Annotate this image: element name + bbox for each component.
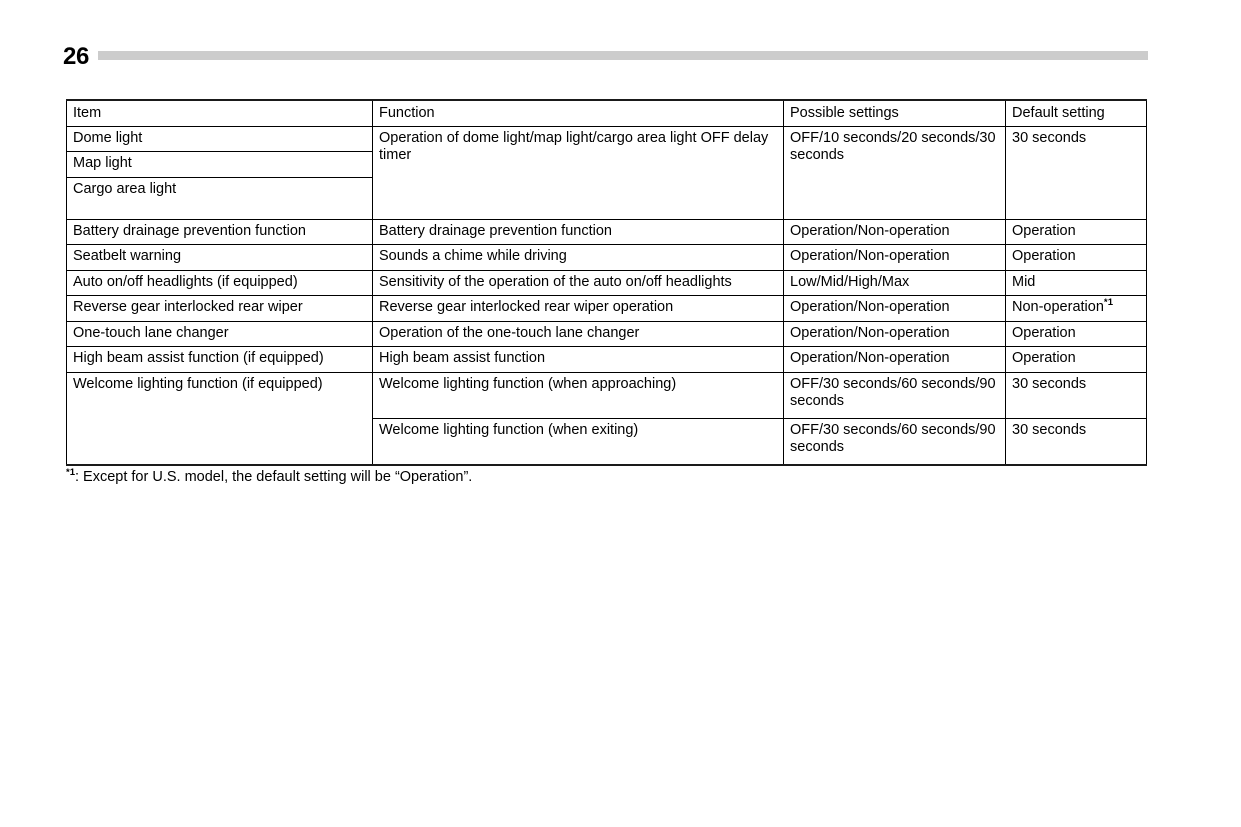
cell-default-setting: Operation [1005, 218, 1147, 245]
footnote-marker: *1 [1103, 297, 1114, 309]
cell-default-setting: Mid [1005, 269, 1147, 296]
table-row: Cargo area light [66, 176, 1147, 220]
column-header-possible-settings: Possible settings [783, 100, 1006, 127]
cell-possible-settings: OFF/10 seconds/20 seconds/30 seconds [783, 125, 1006, 220]
table-row: Welcome lighting function (if equipped) … [66, 371, 1147, 465]
footnote-marker: *1 [66, 467, 75, 479]
cell-possible-settings: Operation/Non-operation [783, 320, 1006, 347]
footnote-text: : Except for U.S. model, the default set… [74, 469, 473, 485]
cell-possible-settings: Low/Mid/High/Max [783, 269, 1006, 296]
table-row: One-touch lane changer Operation of the … [66, 320, 1147, 347]
cell-function: Reverse gear interlocked rear wiper oper… [372, 295, 784, 322]
table-row: Auto on/off headlights (if equipped) Sen… [66, 269, 1147, 296]
cell-item: Seatbelt warning [66, 244, 373, 271]
cell-item: Battery drainage prevention function [66, 218, 373, 245]
table-row: Battery drainage prevention function Bat… [66, 218, 1147, 245]
page-number: 26 [63, 43, 90, 70]
cell-function: Operation of the one-touch lane changer [372, 320, 784, 347]
column-header-function: Function [372, 100, 784, 127]
cell-default-setting: 30 seconds [1005, 125, 1147, 220]
default-value: Non-operation [1012, 299, 1104, 315]
cell-possible-settings: Operation/Non-operation [783, 295, 1006, 322]
cell-item: Reverse gear interlocked rear wiper [66, 295, 373, 322]
cell-possible-settings: OFF/30 seconds/60 seconds/90 seconds [783, 417, 1006, 465]
cell-function: Operation of dome light/map light/cargo … [372, 125, 784, 220]
cell-function: High beam assist function [372, 346, 784, 373]
cell-default-setting: Operation [1005, 346, 1147, 373]
table-header-row: Item Function Possible settings Default … [66, 100, 1147, 127]
table-body: Dome light Operation of dome light/map l… [66, 125, 1147, 465]
table-row: High beam assist function (if equipped) … [66, 346, 1147, 373]
table-header: Item Function Possible settings Default … [66, 100, 1147, 127]
cell-function: Welcome lighting function (when approach… [372, 371, 784, 419]
cell-function: Sensitivity of the operation of the auto… [372, 269, 784, 296]
table-row: Map light [66, 151, 1147, 178]
cell-default-setting: 30 seconds [1005, 371, 1147, 419]
cell-function: Sounds a chime while driving [372, 244, 784, 271]
cell-item: One-touch lane changer [66, 320, 373, 347]
table-row: Reverse gear interlocked rear wiper Reve… [66, 295, 1147, 322]
cell-default-setting: Operation [1005, 244, 1147, 271]
column-header-item: Item [66, 100, 373, 127]
cell-item: High beam assist function (if equipped) [66, 346, 373, 373]
vehicle-settings-table: Item Function Possible settings Default … [66, 99, 1147, 466]
column-header-default-setting: Default setting [1005, 100, 1147, 127]
footnote: *1: Except for U.S. model, the default s… [66, 468, 472, 486]
cell-possible-settings: Operation/Non-operation [783, 244, 1006, 271]
cell-function: Welcome lighting function (when exiting) [372, 417, 784, 465]
cell-possible-settings: OFF/30 seconds/60 seconds/90 seconds [783, 371, 1006, 419]
cell-item: Cargo area light [66, 176, 373, 220]
cell-item: Auto on/off headlights (if equipped) [66, 269, 373, 296]
cell-default-setting: Operation [1005, 320, 1147, 347]
cell-function: Battery drainage prevention function [372, 218, 784, 245]
cell-default-setting: Non-operation*1 [1005, 295, 1147, 322]
cell-item: Dome light [66, 125, 373, 152]
table-row: Dome light Operation of dome light/map l… [66, 125, 1147, 220]
cell-item: Welcome lighting function (if equipped) [66, 371, 373, 465]
table-row: Welcome lighting function (when exiting)… [67, 417, 1147, 465]
cell-default-setting: 30 seconds [1005, 417, 1147, 465]
table-row: Seatbelt warning Sounds a chime while dr… [66, 244, 1147, 271]
header-rule [98, 51, 1148, 60]
cell-possible-settings: Operation/Non-operation [783, 346, 1006, 373]
cell-item: Map light [66, 151, 373, 178]
page-header: 26 [0, 0, 1241, 90]
cell-possible-settings: Operation/Non-operation [783, 218, 1006, 245]
